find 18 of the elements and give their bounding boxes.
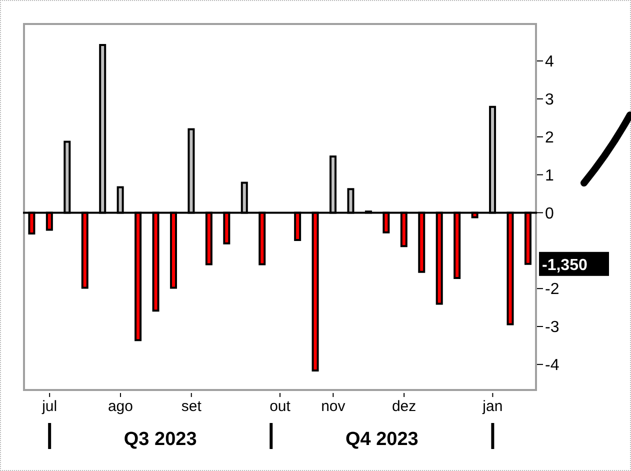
x-tick-label: nov — [321, 398, 346, 415]
x-tick-label: jan — [482, 398, 503, 415]
y-tick-label: 1 — [545, 167, 554, 184]
y-tick-label: -4 — [545, 357, 560, 374]
y-tick-label: 3 — [545, 92, 554, 109]
text: Q3 2023 — [124, 429, 197, 450]
x-tick-label: ago — [108, 398, 133, 415]
x-tick-label: out — [270, 398, 292, 415]
y-tick-label: 4 — [545, 54, 554, 71]
y-tick-label: 2 — [545, 129, 554, 146]
x-tick-label: jul — [41, 398, 58, 415]
y-tick-label: 0 — [545, 205, 554, 222]
x-tick-label: dez — [392, 398, 416, 415]
text: Q4 2023 — [345, 429, 418, 450]
x-tick-label: set — [181, 398, 202, 415]
y-tick-label: -2 — [545, 281, 560, 298]
text: -1,350 — [542, 256, 588, 274]
y-tick-label: -3 — [545, 319, 560, 336]
